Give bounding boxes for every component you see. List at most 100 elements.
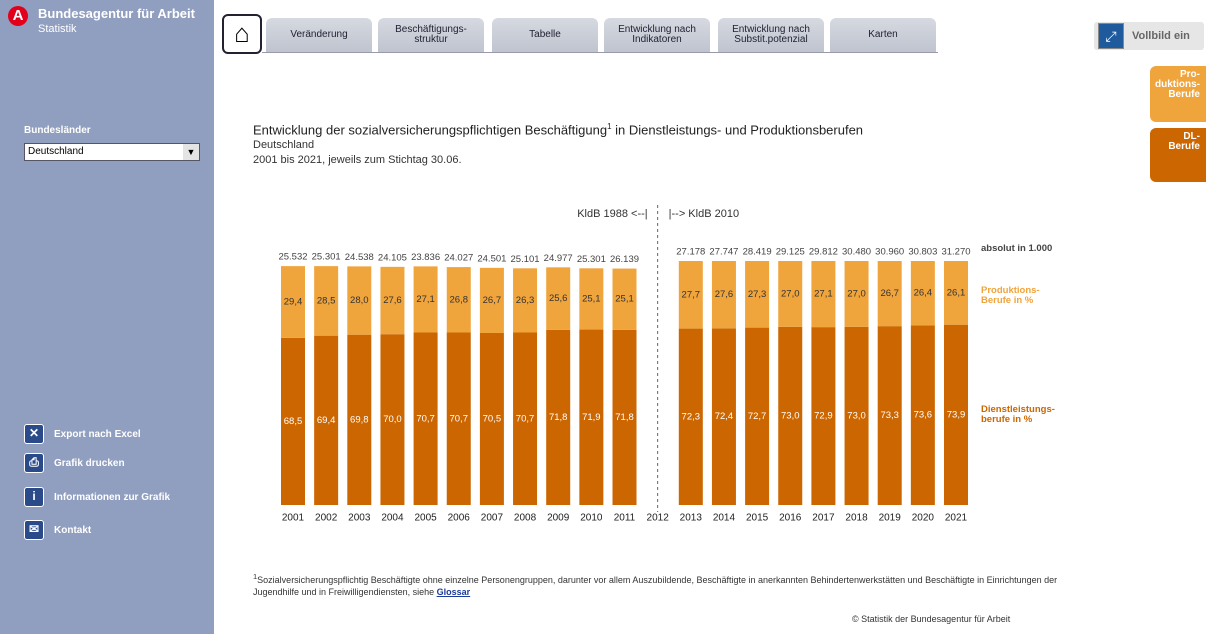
tab[interactable]: Veränderung — [266, 18, 372, 52]
data-label: 70,7 — [450, 413, 469, 424]
bar-segment — [811, 261, 836, 328]
bar-segment — [877, 326, 902, 505]
x-tick-label: 2013 — [680, 513, 703, 524]
x-tick-label: 2002 — [315, 513, 338, 524]
bar-segment — [446, 332, 471, 505]
tab[interactable]: Entwicklung nach Indikatoren — [604, 18, 710, 52]
sidebar: A Bundesagentur für Arbeit Statistik Bun… — [0, 0, 214, 634]
totals-legend: absolut in 1.000 — [981, 243, 1053, 254]
bar-segment — [678, 328, 703, 505]
data-label: 73,6 — [914, 410, 933, 421]
tab[interactable]: Beschäftigungs- struktur — [378, 18, 484, 52]
copyright: © Statistik der Bundesagentur für Arbeit — [852, 614, 1011, 624]
bar-segment — [513, 332, 538, 505]
total-label: 23.836 — [411, 252, 440, 263]
data-label: 27,0 — [847, 288, 866, 299]
bar-segment — [546, 329, 571, 505]
bar-segment — [778, 326, 803, 505]
bar-segment — [711, 328, 736, 505]
bar-segment — [413, 332, 438, 505]
annotation: |--> KldB 2010 — [669, 208, 739, 220]
data-label: 72,4 — [715, 411, 734, 422]
home-button[interactable]: ⌂ — [222, 14, 262, 54]
bar-segment — [745, 327, 770, 505]
total-label: 30.480 — [842, 247, 871, 258]
button-prod[interactable]: Pro- duktions- Berufe — [1150, 66, 1206, 122]
menu-text: Export nach Excel — [54, 428, 141, 440]
menu-info[interactable]: i Informationen zur Grafik — [24, 486, 170, 508]
bar-segment — [479, 267, 504, 333]
x-tick-label: 2004 — [381, 513, 404, 524]
filter-label: Bundesländer — [24, 125, 91, 136]
data-label: 27,3 — [748, 289, 767, 300]
data-label: 70,7 — [416, 413, 435, 424]
data-label: 69,8 — [350, 414, 369, 425]
fullscreen-button[interactable]: ⤢ Vollbild ein — [1094, 22, 1204, 50]
title: in Dienstleistungs- und Produktionsberuf… — [611, 122, 864, 138]
data-label: 70,7 — [516, 413, 535, 424]
total-label: 25.101 — [511, 254, 540, 265]
x-tick-label: 2008 — [514, 513, 537, 524]
data-label: 69,4 — [317, 415, 336, 426]
bar-segment — [347, 334, 372, 505]
data-label: 72,3 — [682, 411, 701, 422]
bar-segment — [413, 266, 438, 333]
data-label: 25,1 — [582, 293, 601, 304]
x-tick-label: 2020 — [912, 513, 935, 524]
total-label: 25.301 — [577, 254, 606, 265]
x-tick-label: 2001 — [282, 513, 305, 524]
menu-contact[interactable]: ✉ Kontakt — [24, 519, 91, 541]
bar-segment — [910, 261, 935, 326]
bar-segment — [513, 268, 538, 333]
total-label: 28.419 — [743, 247, 772, 258]
total-label: 29.812 — [809, 247, 838, 258]
bar-segment — [612, 329, 637, 505]
bar-segment — [579, 329, 604, 505]
tab[interactable]: Tabelle — [492, 18, 598, 52]
total-label: 29.125 — [776, 247, 805, 258]
button-dl[interactable]: DL- Berufe — [1150, 128, 1206, 182]
legend-dl: Dienstleistungs- berufe in % — [981, 404, 1055, 425]
data-label: 28,5 — [317, 295, 336, 306]
total-label: 25.532 — [278, 252, 307, 263]
total-label: 24.538 — [345, 252, 374, 263]
footnote: 1Sozialversicherungspflichtig Beschäftig… — [253, 571, 1073, 598]
total-label: 24.027 — [444, 253, 473, 264]
bar-segment — [910, 325, 935, 505]
data-label: 71,8 — [549, 412, 568, 423]
select-value: Deutschland — [28, 146, 84, 157]
data-label: 70,0 — [383, 414, 402, 425]
x-tick-label: 2009 — [547, 513, 570, 524]
data-label: 26,1 — [947, 287, 966, 298]
data-label: 73,9 — [947, 409, 966, 420]
brand: Bundesagentur für Arbeit — [38, 6, 195, 21]
chart-title: Entwicklung der sozialversicherungspflic… — [253, 122, 863, 137]
menu-print[interactable]: ⎙ Grafik drucken — [24, 452, 125, 474]
total-label: 24.105 — [378, 252, 407, 263]
data-label: 25,6 — [549, 293, 568, 304]
data-label: 27,1 — [814, 289, 833, 300]
data-label: 26,3 — [516, 295, 535, 306]
total-label: 31.270 — [941, 247, 970, 258]
glossary-link[interactable]: Glossar — [436, 587, 471, 597]
x-tick-label: 2015 — [746, 513, 769, 524]
x-tick-label: 2021 — [945, 513, 968, 524]
bar-segment — [944, 261, 968, 325]
x-tick-label: 2007 — [481, 513, 504, 524]
region-select[interactable]: Deutschland ▼ — [24, 143, 200, 161]
data-label: 72,9 — [814, 411, 833, 422]
tab[interactable]: Karten — [830, 18, 936, 52]
bar-segment — [811, 327, 836, 505]
menu-text: Grafik drucken — [54, 457, 125, 469]
bar-segment — [479, 332, 504, 505]
menu-excel[interactable]: ✕ Export nach Excel — [24, 423, 141, 445]
bar-segment — [678, 261, 703, 329]
data-label: 71,8 — [615, 412, 634, 423]
x-tick-label: 2005 — [414, 513, 437, 524]
bar-segment — [314, 266, 339, 336]
tab[interactable]: Entwicklung nach Substit.potenzial — [718, 18, 824, 52]
x-tick-label: 2016 — [779, 513, 802, 524]
x-tick-label: 2011 — [614, 513, 636, 524]
data-label: 72,7 — [748, 411, 767, 422]
